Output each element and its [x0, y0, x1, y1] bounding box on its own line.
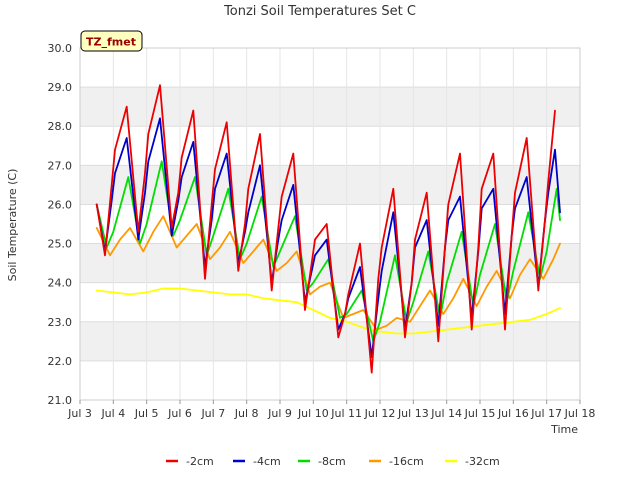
site-badge: TZ_fmet	[80, 30, 143, 52]
legend-item: -32cm	[445, 455, 500, 468]
legend-label: -2cm	[186, 455, 214, 468]
x-tick-label: Jul 6	[167, 407, 192, 420]
background-band	[80, 360, 580, 400]
x-tick-label: Jul 3	[67, 407, 92, 420]
legend-item: -8cm	[298, 455, 346, 468]
legend-item: -16cm	[369, 455, 424, 468]
x-tick-label: Jul 11	[330, 407, 362, 420]
x-tick-label: Jul 4	[100, 407, 125, 420]
series-line-32cmcm	[95, 287, 561, 335]
x-tick-label: Jul 10	[297, 407, 329, 420]
legend-label: -4cm	[253, 455, 281, 468]
background-band	[80, 321, 580, 361]
background-band	[80, 48, 580, 88]
legend: -2cm -4cm -8cm -16cm -32cm	[166, 455, 500, 468]
background-band	[80, 204, 580, 244]
series-line-2cmcm	[95, 84, 556, 374]
series-lines	[95, 84, 561, 374]
y-tick-label: 25.0	[48, 238, 73, 251]
y-tick-label: 23.0	[48, 316, 73, 329]
background-band	[80, 126, 580, 166]
chart-title: Tonzi Soil Temperatures Set C	[223, 4, 416, 19]
x-tick-label: Jul 9	[267, 407, 292, 420]
legend-item: -2cm	[166, 455, 214, 468]
x-tick-label: Jul 5	[134, 407, 159, 420]
y-tick-label: 26.0	[48, 198, 73, 211]
x-tick-label: Jul 8	[234, 407, 259, 420]
legend-item: -4cm	[233, 455, 281, 468]
y-tick-label: 21.0	[48, 394, 73, 407]
legend-label: -16cm	[389, 455, 424, 468]
plot-area	[79, 47, 581, 401]
y-tick-label: 28.0	[48, 120, 73, 133]
y-tick-label: 27.0	[48, 159, 73, 172]
x-tick-label: Jul 12	[364, 407, 396, 420]
x-tick-label: Jul 13	[397, 407, 429, 420]
plot-background-bands	[80, 48, 580, 400]
legend-label: -32cm	[465, 455, 500, 468]
x-axis-label: Time	[550, 423, 578, 436]
series-line-16cmcm	[95, 215, 561, 331]
site-badge-label: TZ_fmet	[86, 36, 136, 49]
x-tick-label: Jul 17	[530, 407, 562, 420]
y-tick-label: 24.0	[48, 277, 73, 290]
x-tick-label: Jul 7	[200, 407, 225, 420]
x-tick-label: Jul 16	[497, 407, 529, 420]
y-tick-label: 22.0	[48, 355, 73, 368]
y-tick-label: 30.0	[48, 42, 73, 55]
x-tick-label: Jul 15	[464, 407, 496, 420]
y-axis-ticks: 21.0 22.0 23.0 24.0 25.0 26.0 27.0 28.0 29.0 30.0	[48, 42, 73, 407]
background-band	[80, 165, 580, 205]
x-tick-label: Jul 18	[564, 407, 596, 420]
y-axis-label: Soil Temperature (C)	[6, 169, 19, 282]
x-tick-label: Jul 14	[430, 407, 462, 420]
legend-label: -8cm	[318, 455, 346, 468]
x-axis-ticks: Jul 3 Jul 4 Jul 5 Jul 6 Jul 7 Jul 8 Jul 9 Jul 1…	[67, 400, 595, 420]
y-tick-label: 29.0	[48, 81, 73, 94]
